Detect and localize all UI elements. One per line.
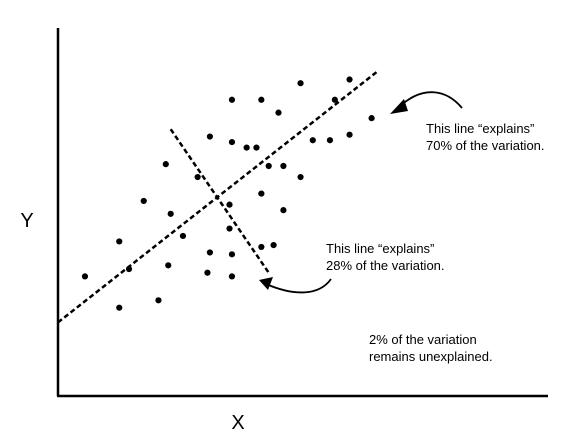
- annotation-secondary-line-line-1: This line “explains”: [326, 241, 434, 256]
- data-point-6: [155, 297, 162, 304]
- data-point-27: [270, 242, 277, 249]
- data-point-31: [297, 80, 304, 87]
- data-point-22: [253, 144, 260, 151]
- data-point-3: [116, 238, 123, 245]
- data-point-9: [167, 210, 174, 217]
- data-point-8: [165, 262, 172, 269]
- data-point-4: [125, 265, 133, 273]
- data-point-26: [265, 162, 272, 170]
- arrow-to-main-line: [390, 91, 463, 114]
- main-line-arrow-head: [390, 99, 408, 114]
- data-point-1: [81, 273, 89, 280]
- annotation-main-line-line-2: 70% of the variation.: [426, 138, 545, 153]
- arrow-to-secondary-line: [259, 277, 332, 294]
- data-point-33: [309, 137, 316, 144]
- data-point-23: [258, 96, 265, 103]
- annotation-main-line-line-1: This line “explains”: [426, 121, 534, 136]
- data-point-12: [206, 133, 213, 140]
- data-point-7: [162, 161, 169, 168]
- data-point-34: [326, 137, 334, 144]
- data-point-28: [275, 109, 282, 116]
- data-point-32: [297, 173, 304, 181]
- annotation-unexplained-line-1: 2% of the variation: [369, 332, 477, 347]
- data-point-18: [228, 273, 236, 280]
- data-point-29: [280, 207, 287, 214]
- annotation-secondary-line-line-2: 28% of the variation.: [326, 258, 445, 273]
- data-points: [81, 76, 375, 311]
- y-axis-label: Y: [20, 210, 33, 232]
- data-point-10: [179, 232, 187, 240]
- data-point-35: [331, 96, 338, 103]
- data-point-24: [258, 190, 265, 197]
- data-point-37: [346, 131, 353, 138]
- data-point-19: [228, 138, 236, 146]
- data-point-36: [346, 76, 353, 83]
- data-point-13: [204, 269, 211, 276]
- trend-line-2: [169, 128, 270, 274]
- x-axis-label: X: [231, 412, 244, 434]
- secondary-line-arrow-curve: [265, 278, 332, 294]
- data-point-14: [206, 249, 213, 256]
- main-line-arrow-curve: [397, 91, 463, 109]
- data-point-11: [194, 173, 201, 181]
- secondary-line-arrow-head: [259, 277, 273, 290]
- data-point-20: [228, 96, 236, 103]
- trend-lines: [57, 71, 378, 324]
- data-point-2: [116, 304, 123, 311]
- data-point-15: [226, 201, 233, 208]
- data-point-38: [368, 115, 375, 122]
- data-point-17: [228, 251, 236, 258]
- data-point-21: [243, 144, 250, 151]
- annotation-unexplained-line-2: remains unexplained.: [369, 349, 493, 364]
- data-point-5: [140, 197, 147, 205]
- data-point-30: [280, 162, 287, 170]
- data-point-16: [226, 225, 233, 232]
- data-point-25: [258, 243, 265, 251]
